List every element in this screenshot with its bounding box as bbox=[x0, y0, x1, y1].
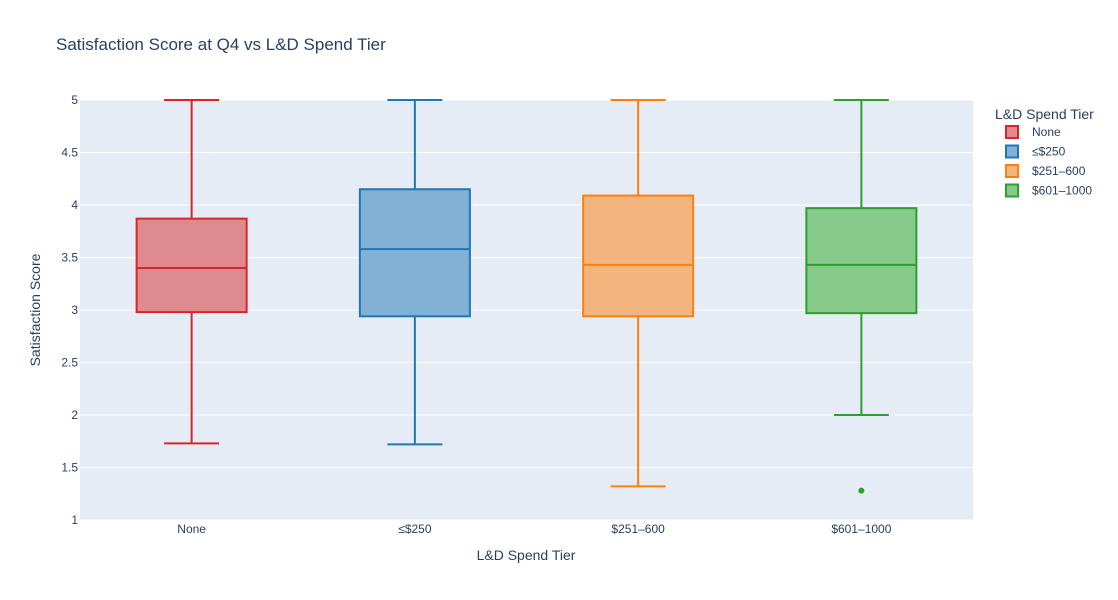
y-axis-title: Satisfaction Score bbox=[27, 253, 43, 366]
y-tick-labels: 1 1.5 2 2.5 3 3.5 4 4.5 5 bbox=[61, 93, 78, 527]
legend-label: None bbox=[1032, 125, 1061, 139]
x-axis-title: L&D Spend Tier bbox=[477, 547, 576, 563]
box-series bbox=[135, 99, 918, 494]
x-tick-label: ≤$250 bbox=[398, 522, 432, 536]
y-tick-label: 1.5 bbox=[61, 461, 78, 475]
y-tick-label: 1 bbox=[71, 513, 78, 527]
legend-swatch bbox=[1005, 183, 1019, 198]
x-tick-label: $601–1000 bbox=[831, 522, 891, 536]
box-iqr bbox=[135, 217, 248, 314]
legend-swatch bbox=[1005, 164, 1019, 178]
legend: L&D Spend Tier None ≤$250 $251–600 $601–100… bbox=[995, 106, 1094, 198]
y-gridlines bbox=[80, 99, 973, 521]
box-group bbox=[135, 99, 248, 445]
outlier-point bbox=[858, 487, 865, 494]
y-tick-label: 2 bbox=[71, 408, 78, 422]
y-tick-label: 3.5 bbox=[61, 251, 78, 265]
box-iqr bbox=[805, 207, 918, 315]
chart-title: Satisfaction Score at Q4 vs L&D Spend Ti… bbox=[56, 35, 386, 54]
y-tick-label: 5 bbox=[71, 93, 78, 107]
x-tick-label: None bbox=[177, 522, 206, 536]
box-group bbox=[582, 99, 695, 488]
y-tick-label: 3 bbox=[71, 303, 78, 317]
box-iqr bbox=[358, 188, 471, 318]
legend-label: ≤$250 bbox=[1032, 145, 1066, 159]
x-tick-labels: None ≤$250 $251–600 $601–1000 bbox=[177, 522, 891, 536]
legend-swatch bbox=[1005, 144, 1019, 159]
legend-label: $601–1000 bbox=[1032, 184, 1092, 198]
box-iqr bbox=[582, 194, 695, 318]
legend-label: $251–600 bbox=[1032, 164, 1086, 178]
y-tick-label: 2.5 bbox=[61, 356, 78, 370]
legend-swatch bbox=[1005, 125, 1019, 139]
x-tick-label: $251–600 bbox=[611, 522, 665, 536]
legend-title: L&D Spend Tier bbox=[995, 106, 1094, 122]
y-tick-label: 4.5 bbox=[61, 146, 78, 160]
box-group bbox=[358, 99, 471, 446]
box-group bbox=[805, 99, 918, 494]
y-tick-label: 4 bbox=[71, 198, 78, 212]
